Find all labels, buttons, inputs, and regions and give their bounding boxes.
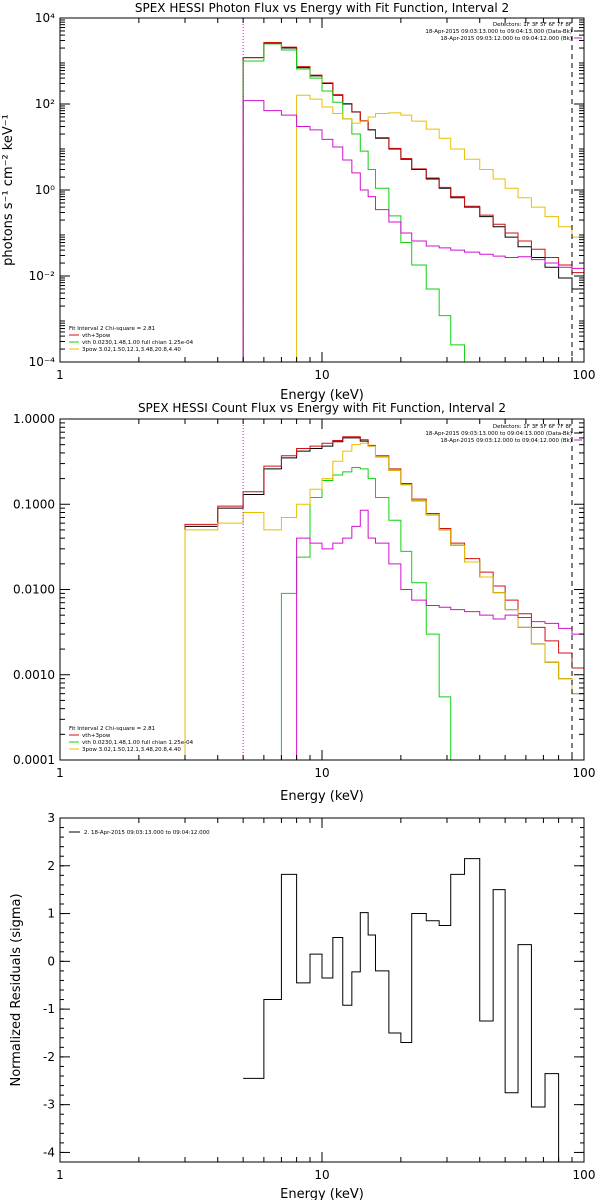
resid-ytick-label-3: -1 — [43, 1002, 55, 1016]
photon-xlabel: Energy (keV) — [280, 388, 364, 403]
photon-xtick-label-0: 1 — [56, 368, 64, 382]
count-annotation-1: 18-Apr-2015 09:03:13.000 to 09:04:13.000… — [425, 431, 572, 437]
photon-series-total — [242, 42, 584, 362]
count-ytick-label-2: 0.0100 — [13, 583, 55, 597]
photon-ytick-label-1: 10⁻² — [29, 269, 56, 283]
count-series-total — [184, 437, 584, 760]
resid-ylabel: Normalized Residuals (sigma) — [9, 893, 24, 1086]
resid-legend-0: 2. 18-Apr-2015 09:03:13.000 to 09:04:12.… — [84, 830, 210, 836]
count-legend-1: vth+3pow — [82, 733, 111, 739]
photon-legend-2: vth 0.0230,1.48,1.00 full chian 1.25e-04 — [82, 340, 194, 346]
photon-legend-3: 3pow 3.02,1.50,12.1,3.48,20.8,4.40 — [82, 347, 181, 353]
count-ytick-label-1: 0.0010 — [13, 668, 55, 682]
resid-ytick-label-1: -3 — [43, 1098, 55, 1112]
resid-ytick-label-5: 1 — [47, 907, 55, 921]
count-ytick-label-4: 1.0000 — [13, 412, 55, 426]
count-annotation-0: Detectors: 1F 3F 5F 6F 7F 8F — [493, 424, 572, 430]
resid-ytick-label-0: -4 — [43, 1145, 55, 1159]
resid-panel: 1 10 100 -4 -3 -2 -1 0 1 2 3 Energy (keV) Normalized… — [9, 811, 595, 1200]
photon-annotation-0: Detectors: 1F 3F 5F 6F 7F 8F — [493, 22, 572, 28]
count-series-vth — [280, 466, 452, 760]
resid-xtick-label-1: 10 — [314, 1168, 329, 1182]
count-title: SPEX HESSI Count Flux vs Energy with Fit… — [138, 401, 506, 415]
count-xtick-label-0: 1 — [56, 766, 64, 780]
photon-xtick-label-1: 10 — [314, 368, 329, 382]
count-series-vth_plus_3pow — [184, 436, 584, 760]
photon-annotation-2: 18-Apr-2015 09:03:12.000 to 09:04:12.000… — [440, 36, 572, 42]
count-series-background — [296, 509, 584, 760]
resid-ytick-label-7: 3 — [47, 811, 55, 825]
resid-xtick-label-2: 100 — [573, 1168, 596, 1182]
count-xtick-label-1: 10 — [314, 766, 329, 780]
resid-ytick-label-6: 2 — [47, 859, 55, 873]
count-panel: SPEX HESSI Count Flux vs Energy with Fit… — [13, 401, 595, 804]
count-legend-3: 3pow 3.02,1.50,12.1,3.48,20.8,4.40 — [82, 747, 181, 753]
count-legend-2: vth 0.0230,1.48,1.00 full chian 1.25e-04 — [82, 740, 194, 746]
photon-title: SPEX HESSI Photon Flux vs Energy with Fi… — [135, 1, 509, 15]
resid-series-total — [243, 858, 573, 1162]
photon-series-group — [242, 41, 584, 362]
count-xtick-label-2: 100 — [573, 766, 596, 780]
photon-ytick-label-2: 10⁰ — [35, 183, 55, 197]
count-ytick-label-3: 0.1000 — [13, 497, 55, 511]
resid-series-group — [243, 858, 573, 1162]
photon-ytick-label-3: 10² — [35, 97, 55, 111]
count-legend-0: Fit Interval 2 Chi-square = 2.81 — [69, 726, 155, 732]
photon-series-vth — [242, 43, 466, 362]
resid-xlabel: Energy (keV) — [280, 1187, 364, 1200]
photon-series-pow — [296, 94, 584, 362]
photon-series-vth_plus_3pow — [242, 41, 584, 362]
count-annotation-2: 18-Apr-2015 09:03:12.000 to 09:04:12.000… — [440, 438, 572, 444]
photon-ytick-label-0: 10⁻⁴ — [29, 355, 56, 369]
photon-frame — [59, 17, 585, 363]
count-xlabel: Energy (keV) — [280, 789, 364, 804]
count-ytick-label-0: 0.0001 — [13, 753, 55, 767]
photon-annotation-1: 18-Apr-2015 09:03:13.000 to 09:04:13.000… — [425, 29, 572, 35]
count-series-pow — [184, 442, 584, 760]
resid-xtick-label-0: 1 — [56, 1168, 64, 1182]
resid-ytick-label-4: 0 — [47, 954, 55, 968]
photon-panel: SPEX HESSI Photon Flux vs Energy with Fi… — [1, 1, 595, 403]
photon-xtick-label-2: 100 — [573, 368, 596, 382]
photon-legend-0: Fit Interval 2 Chi-square = 2.81 — [69, 326, 155, 332]
resid-ytick-label-2: -2 — [43, 1050, 55, 1064]
photon-series-background — [242, 100, 584, 362]
photon-legend-1: vth+3pow — [82, 333, 111, 339]
count-series-group — [184, 436, 584, 760]
photon-ytick-label-4: 10⁴ — [35, 11, 55, 25]
photon-ylabel: photons s⁻¹ cm⁻² keV⁻¹ — [1, 114, 16, 266]
